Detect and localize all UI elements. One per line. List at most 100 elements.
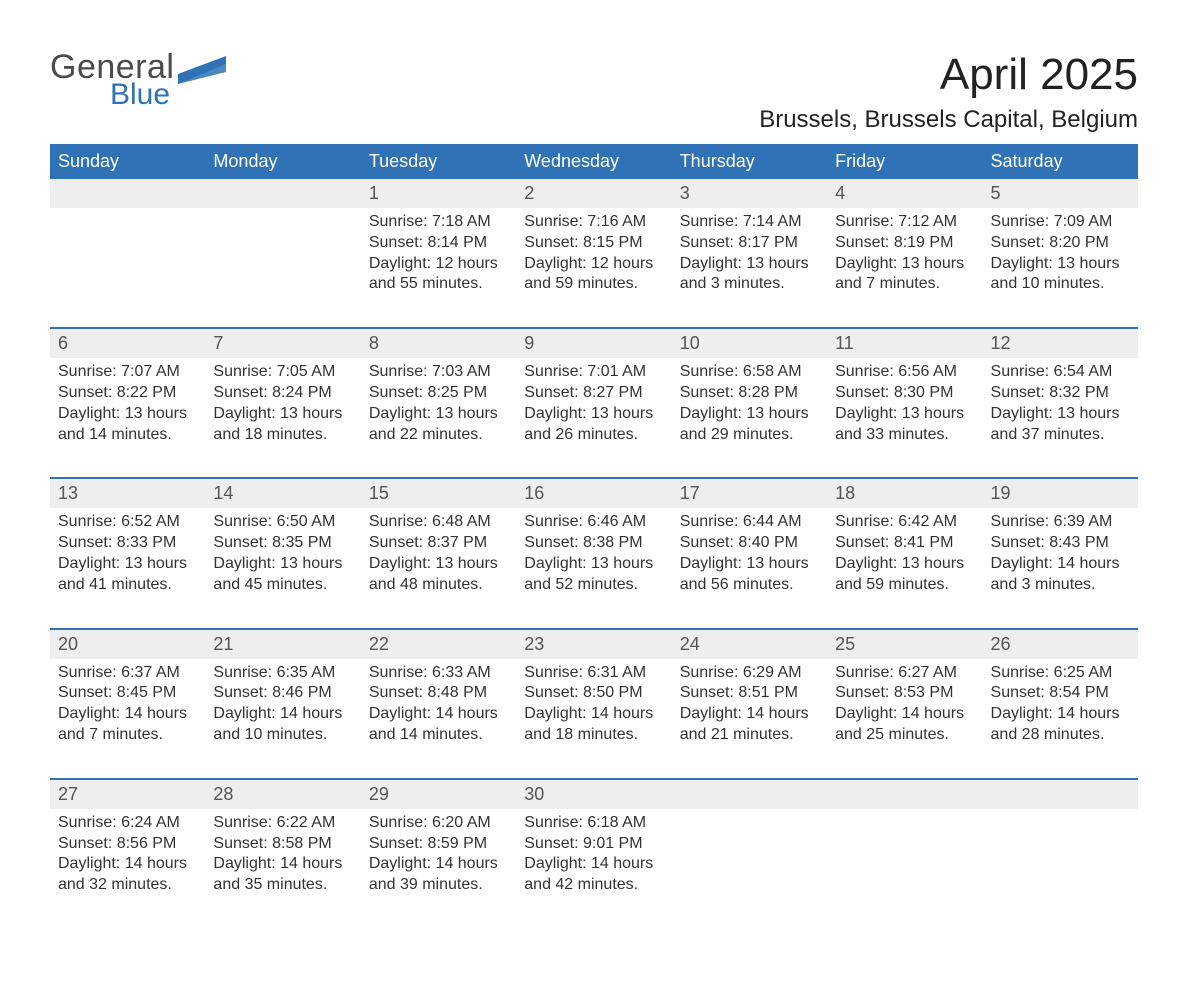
dl2-line: and 21 minutes. xyxy=(680,725,819,746)
sunrise-line: Sunrise: 7:09 AM xyxy=(991,212,1130,233)
dl2-line: and 10 minutes. xyxy=(991,274,1130,295)
dl1-line: Daylight: 13 hours xyxy=(835,404,974,425)
day-number xyxy=(50,179,205,208)
week-daynum-row: 12345 xyxy=(50,179,1138,208)
sunset-line: Sunset: 8:20 PM xyxy=(991,233,1130,254)
day-number: 6 xyxy=(50,328,205,358)
dl2-line: and 37 minutes. xyxy=(991,425,1130,446)
day-number xyxy=(827,779,982,809)
dl1-line: Daylight: 13 hours xyxy=(213,404,352,425)
day-detail xyxy=(205,208,360,328)
day-number: 12 xyxy=(983,328,1138,358)
dl2-line: and 41 minutes. xyxy=(58,575,197,596)
sunrise-line: Sunrise: 6:31 AM xyxy=(524,663,663,684)
dl1-line: Daylight: 14 hours xyxy=(213,704,352,725)
day-detail: Sunrise: 7:01 AMSunset: 8:27 PMDaylight:… xyxy=(516,358,671,478)
dl1-line: Daylight: 13 hours xyxy=(680,404,819,425)
sunrise-line: Sunrise: 6:42 AM xyxy=(835,512,974,533)
dl1-line: Daylight: 14 hours xyxy=(991,554,1130,575)
dl1-line: Daylight: 13 hours xyxy=(991,404,1130,425)
sunset-line: Sunset: 8:24 PM xyxy=(213,383,352,404)
sunset-line: Sunset: 8:15 PM xyxy=(524,233,663,254)
day-number: 26 xyxy=(983,629,1138,659)
sunset-line: Sunset: 8:17 PM xyxy=(680,233,819,254)
dl2-line: and 3 minutes. xyxy=(680,274,819,295)
sunrise-line: Sunrise: 6:22 AM xyxy=(213,813,352,834)
day-detail xyxy=(827,809,982,928)
day-detail: Sunrise: 7:14 AMSunset: 8:17 PMDaylight:… xyxy=(672,208,827,328)
sunset-line: Sunset: 8:51 PM xyxy=(680,683,819,704)
day-number: 15 xyxy=(361,478,516,508)
sunrise-line: Sunrise: 6:39 AM xyxy=(991,512,1130,533)
day-number: 10 xyxy=(672,328,827,358)
day-number: 5 xyxy=(983,179,1138,208)
dl2-line: and 14 minutes. xyxy=(369,725,508,746)
sunset-line: Sunset: 8:54 PM xyxy=(991,683,1130,704)
day-number: 1 xyxy=(361,179,516,208)
day-detail: Sunrise: 6:25 AMSunset: 8:54 PMDaylight:… xyxy=(983,659,1138,779)
col-saturday: Saturday xyxy=(983,144,1138,179)
sunset-line: Sunset: 8:33 PM xyxy=(58,533,197,554)
sunset-line: Sunset: 8:19 PM xyxy=(835,233,974,254)
day-number: 30 xyxy=(516,779,671,809)
day-detail: Sunrise: 6:22 AMSunset: 8:58 PMDaylight:… xyxy=(205,809,360,928)
sunrise-line: Sunrise: 6:35 AM xyxy=(213,663,352,684)
sunset-line: Sunset: 9:01 PM xyxy=(524,834,663,855)
week-daynum-row: 6789101112 xyxy=(50,328,1138,358)
location-subtitle: Brussels, Brussels Capital, Belgium xyxy=(759,106,1138,134)
day-detail: Sunrise: 7:16 AMSunset: 8:15 PMDaylight:… xyxy=(516,208,671,328)
day-number: 16 xyxy=(516,478,671,508)
day-number xyxy=(983,779,1138,809)
sunset-line: Sunset: 8:41 PM xyxy=(835,533,974,554)
sunset-line: Sunset: 8:28 PM xyxy=(680,383,819,404)
week-detail-row: Sunrise: 6:37 AMSunset: 8:45 PMDaylight:… xyxy=(50,659,1138,779)
day-detail: Sunrise: 6:27 AMSunset: 8:53 PMDaylight:… xyxy=(827,659,982,779)
col-monday: Monday xyxy=(205,144,360,179)
day-number: 20 xyxy=(50,629,205,659)
day-number: 22 xyxy=(361,629,516,659)
col-friday: Friday xyxy=(827,144,982,179)
sunrise-line: Sunrise: 6:54 AM xyxy=(991,362,1130,383)
col-tuesday: Tuesday xyxy=(361,144,516,179)
sunset-line: Sunset: 8:37 PM xyxy=(369,533,508,554)
day-detail xyxy=(50,208,205,328)
sunrise-line: Sunrise: 6:52 AM xyxy=(58,512,197,533)
sunrise-line: Sunrise: 6:58 AM xyxy=(680,362,819,383)
dl2-line: and 28 minutes. xyxy=(991,725,1130,746)
logo-word-2: Blue xyxy=(110,80,174,110)
dl2-line: and 18 minutes. xyxy=(524,725,663,746)
dl2-line: and 55 minutes. xyxy=(369,274,508,295)
sunset-line: Sunset: 8:40 PM xyxy=(680,533,819,554)
day-number: 11 xyxy=(827,328,982,358)
sunrise-line: Sunrise: 7:05 AM xyxy=(213,362,352,383)
day-detail: Sunrise: 6:20 AMSunset: 8:59 PMDaylight:… xyxy=(361,809,516,928)
sunrise-line: Sunrise: 6:56 AM xyxy=(835,362,974,383)
dl1-line: Daylight: 14 hours xyxy=(58,854,197,875)
week-detail-row: Sunrise: 6:24 AMSunset: 8:56 PMDaylight:… xyxy=(50,809,1138,928)
dl2-line: and 39 minutes. xyxy=(369,875,508,896)
sunset-line: Sunset: 8:59 PM xyxy=(369,834,508,855)
sunset-line: Sunset: 8:46 PM xyxy=(213,683,352,704)
sunset-line: Sunset: 8:56 PM xyxy=(58,834,197,855)
day-detail: Sunrise: 6:18 AMSunset: 9:01 PMDaylight:… xyxy=(516,809,671,928)
day-number: 17 xyxy=(672,478,827,508)
dl2-line: and 45 minutes. xyxy=(213,575,352,596)
sunset-line: Sunset: 8:27 PM xyxy=(524,383,663,404)
day-number: 25 xyxy=(827,629,982,659)
sunrise-line: Sunrise: 7:03 AM xyxy=(369,362,508,383)
day-detail: Sunrise: 7:09 AMSunset: 8:20 PMDaylight:… xyxy=(983,208,1138,328)
day-detail: Sunrise: 6:33 AMSunset: 8:48 PMDaylight:… xyxy=(361,659,516,779)
dl1-line: Daylight: 12 hours xyxy=(524,254,663,275)
day-detail: Sunrise: 7:03 AMSunset: 8:25 PMDaylight:… xyxy=(361,358,516,478)
day-number: 14 xyxy=(205,478,360,508)
dl2-line: and 18 minutes. xyxy=(213,425,352,446)
week-daynum-row: 20212223242526 xyxy=(50,629,1138,659)
sunset-line: Sunset: 8:30 PM xyxy=(835,383,974,404)
sunrise-line: Sunrise: 6:50 AM xyxy=(213,512,352,533)
sunrise-line: Sunrise: 6:27 AM xyxy=(835,663,974,684)
day-number: 2 xyxy=(516,179,671,208)
col-thursday: Thursday xyxy=(672,144,827,179)
calendar-table: Sunday Monday Tuesday Wednesday Thursday… xyxy=(50,144,1138,928)
dl1-line: Daylight: 13 hours xyxy=(369,554,508,575)
dl2-line: and 3 minutes. xyxy=(991,575,1130,596)
